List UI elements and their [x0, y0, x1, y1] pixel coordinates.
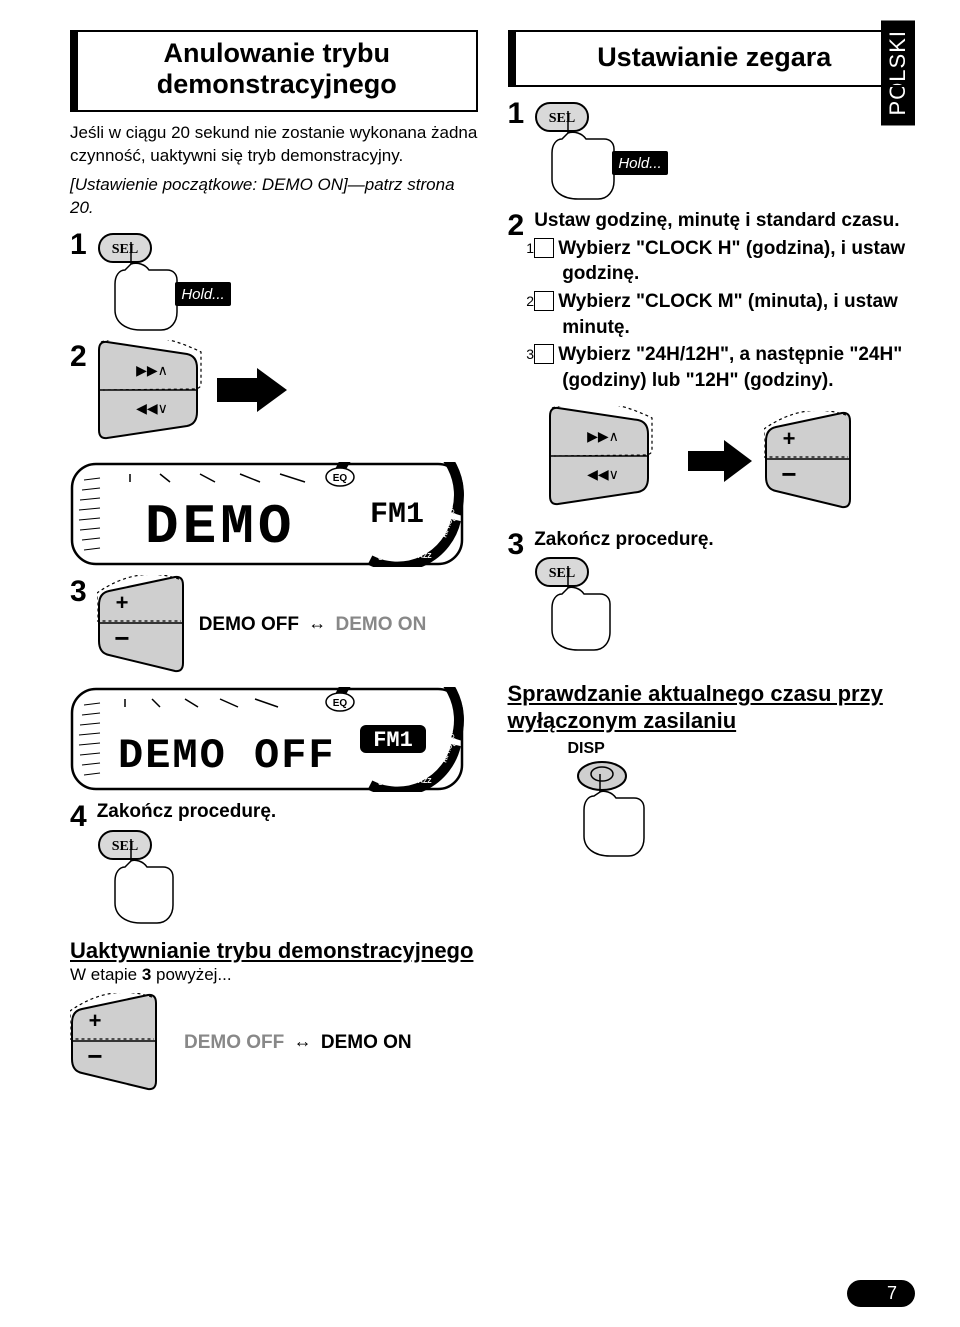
- demo-toggle-label-2: DEMO OFF ↔ DEMO ON: [184, 1031, 412, 1054]
- title-line-1: Anulowanie trybu: [163, 38, 390, 68]
- svg-text:CLASSIC: CLASSIC: [412, 704, 443, 711]
- svg-text:ROCK: ROCK: [380, 473, 401, 480]
- section-demo-cancel-title: Anulowanie trybu demonstracyjnego: [70, 30, 478, 112]
- sub-item-2: 2Wybierz "CLOCK M" (minuta), i ustaw min…: [562, 289, 915, 340]
- svg-text:USER: USER: [378, 555, 397, 562]
- demo-on-text: DEMO ON: [336, 614, 427, 635]
- section-clock-title: Ustawianie zegara: [508, 30, 916, 87]
- svg-text:▶▶∧: ▶▶∧: [587, 428, 619, 444]
- svg-text:Hold...: Hold...: [619, 155, 662, 172]
- svg-text:▶▶∧: ▶▶∧: [136, 362, 168, 378]
- demo-toggle-label: DEMO OFF ↔ DEMO ON: [199, 613, 427, 636]
- title-line-2: demonstracyjnego: [157, 69, 397, 99]
- sel-hand-hold-icon: SEL Hold...: [97, 232, 247, 332]
- sub-item-1: 1Wybierz "CLOCK H" (godzina), i ustaw go…: [562, 236, 915, 287]
- right-column: Ustawianie zegara 1 SEL Hold... 2 Ustaw …: [508, 30, 916, 1093]
- svg-text:ROCK: ROCK: [380, 698, 401, 705]
- sel-hand-icon-2: SEL: [534, 556, 634, 651]
- right-step-2-text: Ustaw godzinę, minutę i standard czasu.: [534, 209, 915, 234]
- svg-text:DEMO: DEMO: [145, 495, 295, 559]
- lcd-demo-off-icon: DEMO OFF FM1 EQ ROCK CLASSIC POPS HIPHOP…: [70, 687, 465, 792]
- clock-title: Ustawianie zegara: [530, 42, 900, 73]
- right-step-num-3: 3: [508, 528, 525, 562]
- left-step-1: 1 SEL Hold...: [70, 228, 478, 332]
- svg-text:CLASSIC: CLASSIC: [412, 479, 443, 486]
- svg-text:+: +: [89, 1008, 102, 1033]
- step-num-1: 1: [70, 228, 87, 262]
- svg-text:−: −: [87, 1041, 102, 1071]
- rocker-right-icon-2: ▶▶∧ ◀◀∨: [548, 406, 678, 516]
- right-step-3: 3 Zakończ procedurę. SEL: [508, 528, 916, 652]
- activate-text: W etapie 3 powyżej...: [70, 964, 478, 987]
- right-step-3-text: Zakończ procedurę.: [534, 528, 915, 553]
- right-step-2: 2 Ustaw godzinę, minutę i standard czasu…: [508, 209, 916, 394]
- svg-text:◀◀∨: ◀◀∨: [136, 400, 168, 416]
- left-step-2: 2 ▶▶∧ ◀◀∨: [70, 340, 478, 450]
- svg-text:SEL: SEL: [549, 111, 575, 126]
- left-step-4: 4 Zakończ procedurę. SEL: [70, 800, 478, 924]
- intro-text: Jeśli w ciągu 20 sekund nie zostanie wyk…: [70, 122, 478, 168]
- plus-minus-rocker-icon-2: + −: [70, 993, 160, 1093]
- boxed-2: 2: [534, 291, 554, 311]
- initial-setting-note: [Ustawienie początkowe: DEMO ON]—patrz s…: [70, 174, 478, 220]
- svg-text:SEL: SEL: [111, 242, 137, 257]
- right-step-num-2: 2: [508, 209, 525, 243]
- boxed-3: 3: [534, 344, 554, 364]
- svg-text:FM1: FM1: [370, 498, 424, 532]
- sub-3-text: Wybierz "24H/12H", a następnie "24H" (go…: [558, 344, 902, 391]
- step-num-3: 3: [70, 575, 87, 609]
- left-step-3: 3 + − DEMO OFF ↔ DEMO ON: [70, 575, 478, 675]
- svg-text:SEL: SEL: [549, 566, 575, 581]
- disp-button-hand-icon: [558, 758, 688, 858]
- svg-text:◀◀∨: ◀◀∨: [587, 466, 619, 482]
- check-time-title: Sprawdzanie aktualnego czasu przy wyłącz…: [508, 681, 916, 734]
- double-arrow-icon-2: ↔: [294, 1031, 312, 1052]
- activate-text-1: W etapie: [70, 965, 142, 984]
- demo-off-text-2: DEMO OFF: [184, 1032, 284, 1053]
- svg-text:−: −: [781, 459, 796, 489]
- rocker-right-icon: ▶▶∧ ◀◀∨: [97, 340, 297, 450]
- sub-2-text: Wybierz "CLOCK M" (minuta), i ustaw minu…: [558, 291, 898, 338]
- svg-text:EQ: EQ: [333, 473, 348, 484]
- svg-text:FM1: FM1: [373, 728, 413, 753]
- plus-minus-rocker-icon-3: + −: [764, 411, 854, 511]
- left-column: Anulowanie trybu demonstracyjnego Jeśli …: [70, 30, 478, 1093]
- svg-text:EQ: EQ: [333, 698, 348, 709]
- sel-hand-hold-icon-2: SEL Hold...: [534, 101, 684, 201]
- boxed-1: 1: [534, 238, 554, 258]
- svg-text:JAZZ: JAZZ: [414, 553, 432, 560]
- svg-text:+: +: [115, 590, 128, 615]
- sel-hand-icon: SEL: [97, 829, 197, 924]
- sub-item-3: 3Wybierz "24H/12H", a następnie "24H" (g…: [562, 342, 915, 393]
- sub-1-text: Wybierz "CLOCK H" (godzina), i ustaw god…: [558, 238, 905, 285]
- activate-controls: + − DEMO OFF ↔ DEMO ON: [70, 993, 478, 1093]
- demo-off-text: DEMO OFF: [199, 614, 299, 635]
- activate-title: Uaktywnianie trybu demonstracyjnego: [70, 938, 478, 964]
- left-step-4-text: Zakończ procedurę.: [97, 800, 478, 825]
- demo-on-text-2: DEMO ON: [321, 1032, 412, 1053]
- right-step-1: 1 SEL Hold...: [508, 97, 916, 201]
- page-number-badge: 7: [847, 1280, 915, 1307]
- right-step-num-1: 1: [508, 97, 525, 131]
- activate-step-ref: 3: [142, 965, 151, 984]
- rocker-to-plusminus: ▶▶∧ ◀◀∨ + −: [548, 406, 916, 516]
- lcd-demo-icon: DEMO FM1 EQ ROCK CLASSIC POPS HIPHOP JAZ…: [70, 462, 465, 567]
- arrow-right-icon: [686, 436, 756, 486]
- step-num-2: 2: [70, 340, 87, 374]
- svg-text:SEL: SEL: [111, 839, 137, 854]
- double-arrow-icon: ↔: [308, 613, 326, 634]
- activate-text-2: powyżej...: [151, 965, 231, 984]
- plus-minus-rocker-icon: + −: [97, 575, 187, 675]
- svg-text:−: −: [114, 623, 129, 653]
- step-num-4: 4: [70, 800, 87, 834]
- svg-text:Hold...: Hold...: [181, 286, 224, 303]
- disp-label: DISP: [568, 740, 916, 758]
- svg-text:+: +: [782, 426, 795, 451]
- svg-text:USER: USER: [378, 780, 397, 787]
- svg-text:DEMO OFF: DEMO OFF: [118, 732, 336, 780]
- svg-text:JAZZ: JAZZ: [414, 778, 432, 785]
